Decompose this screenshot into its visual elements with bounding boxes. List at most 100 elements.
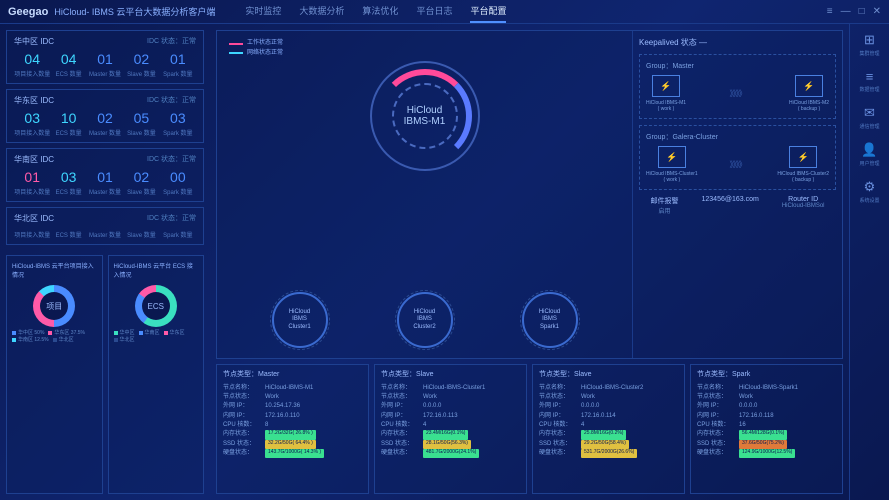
ka-group: Group：Galera-Cluster HiCloud IBMS-Cluster… — [639, 125, 836, 190]
rail-item[interactable]: ✉通信管理 — [859, 105, 879, 130]
metric-value: 05 — [123, 110, 159, 126]
metric-label: ECS 数量 — [50, 128, 86, 137]
idc-panel: 华中区 IDCIDC 状态：正常04项目接入数量04ECS 数量01Master… — [6, 30, 204, 84]
app-info-row: 邮件报警启用 123456@163.com Router IDHiCloud-IBM… — [639, 196, 836, 215]
node-value: 0.0.0.0 — [581, 402, 599, 411]
node-type: 节点类型：Slave — [381, 370, 520, 381]
main-node-l1: HiCloud — [407, 105, 443, 116]
status-legend: 工作状态正常网络状态正常 — [229, 39, 283, 58]
idc-status: IDC 状态：正常 — [147, 213, 196, 224]
idc-status: IDC 状态：正常 — [147, 36, 196, 47]
metric: 04ECS 数量 — [50, 51, 86, 78]
ka-group: Group：MasterHiCloud IBMS-M1( work )》》》》H… — [639, 54, 836, 119]
metric-label: Slave 数量 — [123, 230, 159, 239]
metric-label: Master 数量 — [87, 230, 123, 239]
metric: 00Spark 数量 — [160, 169, 196, 196]
arrow-icon: 》》》》 — [730, 88, 746, 99]
rail-item[interactable]: ≡数据管理 — [859, 69, 879, 93]
node-value: 172.16.0.110 — [265, 412, 300, 421]
main-area: 华中区 IDCIDC 状态：正常04项目接入数量04ECS 数量01Master… — [0, 24, 889, 500]
rail-item[interactable]: 👤用户管理 — [859, 142, 879, 167]
metric-label: ECS 数量 — [50, 187, 86, 196]
node-value: HiCloud-IBMS-M1 — [265, 384, 313, 393]
maximize-icon[interactable]: □ — [859, 6, 865, 17]
metric-value: 02 — [123, 169, 159, 185]
status-badge: 531.7G/2000G(26.6%) — [581, 449, 637, 458]
status-badge: 37.6G/50G(75.2%) — [739, 440, 787, 449]
status-badge: 28.1G/50G(56.3%) — [423, 440, 471, 449]
idc-name: 华中区 IDC — [14, 36, 54, 47]
rail-label: 系统设置 — [859, 197, 879, 204]
metric-label: Spark 数量 — [160, 187, 196, 196]
status-badge: 23.4M/16G(0.1%) — [423, 430, 468, 439]
sub-node-ring[interactable]: HiCloudIBMSCluster2 — [397, 292, 453, 348]
tab-4[interactable]: 平台配置 — [470, 0, 506, 23]
tab-0[interactable]: 实时监控 — [245, 0, 281, 23]
rail-icon: ≡ — [859, 69, 879, 84]
metric-label: Slave 数量 — [123, 69, 159, 78]
rail-item[interactable]: ⊞集群管理 — [859, 32, 879, 57]
metric: 项目接入数量 — [14, 228, 50, 239]
group-title: Group：Galera-Cluster — [646, 132, 829, 142]
metric: Slave 数量 — [123, 228, 159, 239]
metric: 03项目接入数量 — [14, 110, 50, 137]
node-value: 0.0.0.0 — [423, 402, 441, 411]
header: Geegao HiCloud- IBMS 云平台大数据分析客户端 实时监控大数据… — [0, 0, 889, 24]
node-value: 16 — [739, 421, 746, 430]
rail-icon: ⊞ — [859, 32, 879, 48]
idc-panel: 华南区 IDCIDC 状态：正常01项目接入数量03ECS 数量01Master… — [6, 148, 204, 202]
metric: 01 Spark 数量 — [160, 51, 196, 78]
tab-2[interactable]: 算法优化 — [362, 0, 398, 23]
metric-label: ECS 数量 — [50, 230, 86, 239]
node-detail-panel: 节点类型：Master节点名称：HiCloud-IBMS-M1节点状态：Work… — [216, 364, 369, 494]
metric-value: 01 — [160, 51, 196, 67]
node-value: 8 — [265, 421, 268, 430]
app-info: 123456@163.com — [702, 196, 759, 215]
metric: Spark 数量 — [160, 228, 196, 239]
sub-node-ring[interactable]: HiCloudIBMSCluster1 — [272, 292, 328, 348]
node-value: 0.0.0.0 — [739, 402, 757, 411]
server-icon — [795, 75, 823, 97]
metric-label: ECS 数量 — [50, 69, 86, 78]
metric-label: Spark 数量 — [160, 128, 196, 137]
minimize-icon[interactable]: — — [841, 6, 851, 17]
chart-legend: 华中区华南区华东区华北区 — [114, 330, 199, 344]
close-icon[interactable]: ✕ — [873, 6, 881, 17]
topology-diagram: 工作状态正常网络状态正常 HiCloud IBMS-M1 HiCloudIBMS… — [217, 31, 632, 358]
ka-node[interactable]: HiCloud IBMS-M2( backup ) — [789, 75, 829, 112]
rail-item[interactable]: ⚙系统设置 — [859, 179, 879, 204]
metric: 02Master 数量 — [87, 110, 123, 137]
node-type: 节点类型：Master — [223, 370, 362, 381]
node-detail-panel: 节点类型：Slave节点名称：HiCloud-IBMS-Cluster1节点状态… — [374, 364, 527, 494]
app-info: 邮件报警启用 — [651, 196, 679, 215]
arrow-icon: 》》》》 — [730, 159, 746, 170]
status-badge: 32.2G/50G( 64.4% ) — [265, 440, 316, 449]
node-detail-panel: 节点类型：Spark节点名称：HiCloud-IBMS-Spark1节点状态：W… — [690, 364, 843, 494]
status-badge: 25.8M/16G(0.2%) — [581, 430, 626, 439]
metric: 02Slave 数量 — [123, 51, 159, 78]
app-info: Router IDHiCloud-IBMSol — [782, 196, 825, 215]
metric-label: Slave 数量 — [123, 128, 159, 137]
ka-node[interactable]: HiCloud IBMS-Cluster1( work ) — [646, 146, 698, 183]
rail-label: 用户管理 — [859, 160, 879, 167]
keepalived-title: Keepalived 状态 — — [639, 37, 836, 48]
tab-3[interactable]: 平台日志 — [416, 0, 452, 23]
ka-node[interactable]: HiCloud IBMS-Cluster2( backup ) — [777, 146, 829, 183]
ka-node[interactable]: HiCloud IBMS-M1( work ) — [646, 75, 686, 112]
tab-1[interactable]: 大数据分析 — [299, 0, 344, 23]
main-node-ring[interactable]: HiCloud IBMS-M1 — [370, 61, 480, 171]
metric: 02Slave 数量 — [123, 169, 159, 196]
menu-icon[interactable]: ≡ — [827, 6, 833, 17]
node-value: 172.16.0.118 — [739, 412, 774, 421]
sub-node-ring[interactable]: HiCloudIBMSSpark1 — [522, 292, 578, 348]
status-note: 网络状态正常 — [247, 49, 283, 59]
status-note: 工作状态正常 — [247, 39, 283, 49]
idc-name: 华北区 IDC — [14, 213, 54, 224]
server-icon — [789, 146, 817, 168]
metric-value: 01 — [87, 169, 123, 185]
rail-label: 通信管理 — [859, 123, 879, 130]
metric-label: Spark 数量 — [160, 69, 196, 78]
node-value: Work — [739, 393, 753, 402]
idc-panel: 华东区 IDCIDC 状态：正常03项目接入数量10ECS 数量02Master… — [6, 89, 204, 143]
node-value: Work — [265, 393, 279, 402]
